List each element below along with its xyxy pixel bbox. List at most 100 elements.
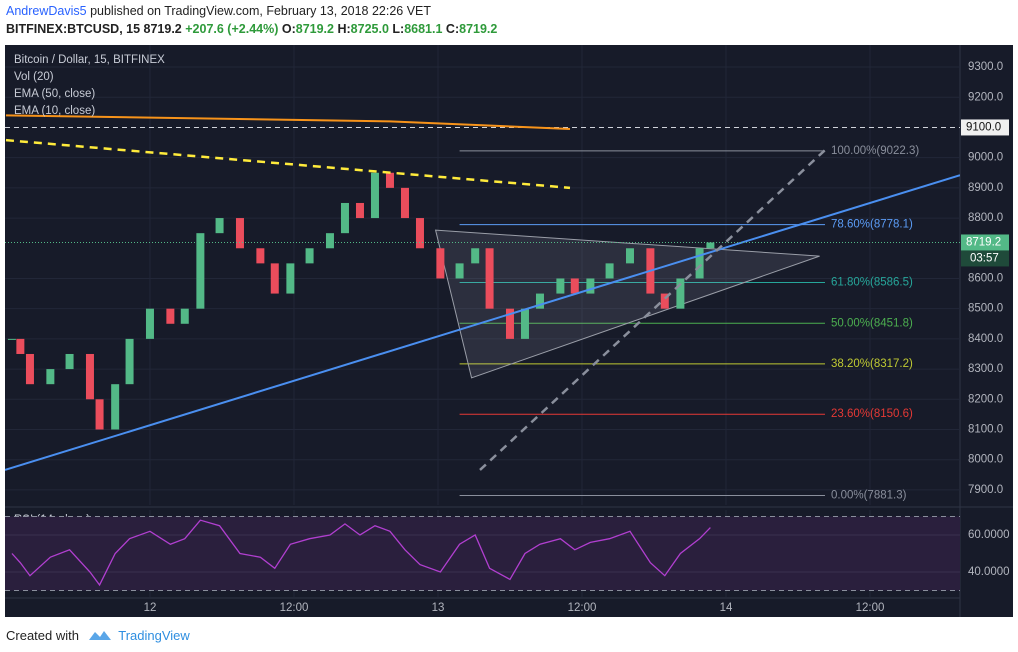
candle	[355, 202, 364, 219]
candle	[65, 353, 74, 370]
c-key: C:	[445, 22, 460, 36]
author[interactable]: AndrewDavis5	[6, 4, 87, 18]
candle	[85, 353, 94, 400]
candle	[25, 353, 34, 385]
countdown-label: 03:57	[970, 253, 999, 265]
candle	[676, 278, 685, 309]
y-tick-label: 9300.0	[968, 61, 1003, 73]
candle	[706, 242, 715, 249]
published: published on TradingView.com, February 1…	[90, 4, 432, 18]
candle	[625, 248, 634, 264]
fib-label: 0.00%(7881.3)	[831, 490, 907, 502]
y-tick-label: 8600.0	[968, 273, 1003, 285]
footer-text: Created with	[6, 628, 79, 643]
drawn-line	[5, 138, 571, 190]
fib-label: 61.80%(8586.5)	[831, 277, 913, 289]
fib-label: 23.60%(8150.6)	[831, 408, 913, 420]
candle	[570, 278, 579, 294]
l-key: L:	[392, 22, 405, 36]
candle	[145, 308, 154, 339]
x-tick-label: 12	[144, 602, 157, 614]
candle	[605, 263, 614, 279]
y-tick-label: 8900.0	[968, 182, 1003, 194]
x-tick-label: 14	[720, 602, 733, 614]
footer-brand[interactable]: TradingView	[118, 628, 190, 643]
legend-ema10: EMA (10, close)	[14, 105, 95, 117]
candle	[556, 278, 565, 294]
candle	[125, 338, 134, 385]
change: +207.6 (+2.44%)	[185, 22, 279, 36]
legend-title: Bitcoin / Dollar, 15, BITFINEX	[14, 54, 165, 66]
drawn-line	[5, 114, 571, 130]
candle	[235, 218, 244, 249]
candle	[95, 399, 104, 430]
c-val: 8719.2	[459, 22, 498, 36]
fib-label: 100.00%(9022.3)	[831, 145, 919, 157]
candle	[196, 233, 205, 309]
fib-label: 38.20%(8317.2)	[831, 358, 913, 370]
last-price-label: 8719.2	[966, 237, 1001, 249]
candle	[46, 369, 55, 385]
y-tick-label: 8100.0	[968, 424, 1003, 436]
tv-logo	[88, 631, 111, 640]
candle	[660, 293, 669, 309]
candle	[286, 263, 295, 294]
candle	[485, 248, 494, 309]
candle	[505, 308, 514, 339]
candle	[7, 338, 16, 340]
y-tick-label: 8800.0	[968, 212, 1003, 224]
candle	[535, 293, 544, 309]
candle	[520, 308, 529, 339]
y-tick-label: 8200.0	[968, 393, 1003, 405]
candle	[385, 172, 394, 188]
candle	[256, 248, 265, 264]
candle	[400, 187, 409, 219]
y-tick-label: 7900.0	[968, 484, 1003, 496]
legend-vol: Vol (20)	[14, 71, 54, 83]
l-val: 8681.1	[404, 22, 443, 36]
candle	[180, 308, 189, 324]
candle	[325, 233, 334, 249]
rsi-tick-label: 40.0000	[968, 566, 1010, 578]
h-key: H:	[337, 22, 351, 36]
h-val: 8725.0	[350, 22, 389, 36]
y-tick-label: 8500.0	[968, 303, 1003, 315]
footer: Created with TradingView	[6, 626, 190, 643]
candle	[370, 172, 379, 219]
symbol: BITFINEX:BTCUSD, 15	[6, 22, 141, 36]
candle	[270, 263, 279, 294]
overlay: 100.00%(9022.3) 78.60%(8778.1) 61.80%(8586…	[831, 145, 919, 502]
candle	[586, 278, 595, 294]
o-key: O:	[281, 22, 296, 36]
y-tick-label: 9200.0	[968, 91, 1003, 103]
main-pane	[5, 45, 960, 505]
candle	[111, 384, 120, 430]
candle	[305, 248, 314, 264]
last-price-box	[961, 234, 1009, 251]
legend-ema50: EMA (50, close)	[14, 88, 95, 100]
x-tick-label: 13	[432, 602, 445, 614]
drawn-line	[479, 149, 826, 471]
o-val: 8719.2	[295, 22, 334, 36]
candle	[16, 338, 25, 354]
x-tick-label: 12:00	[856, 602, 885, 614]
drawn-line	[5, 174, 960, 471]
last: 8719.2	[143, 22, 182, 36]
countdown-box	[961, 250, 1009, 267]
header-line: AndrewDavis5 published on TradingView.co…	[6, 4, 431, 18]
candle	[340, 202, 349, 234]
candle	[436, 248, 445, 279]
y-tick-label: 8400.0	[968, 333, 1003, 345]
candle	[455, 263, 464, 279]
fib-label: 78.60%(8778.1)	[831, 219, 913, 231]
candle	[695, 248, 704, 279]
level-box	[961, 119, 1009, 136]
fib-label: 50.00%(8451.8)	[831, 317, 913, 329]
chart: 100.00%(9022.3) 78.60%(8778.1) 61.80%(8586…	[5, 45, 1013, 617]
rsi-line	[11, 519, 711, 587]
y-tick-label: 8000.0	[968, 454, 1003, 466]
y-tick-label: 9000.0	[968, 152, 1003, 164]
candle	[166, 308, 175, 324]
rsi-tick-label: 60.0000	[968, 529, 1010, 541]
